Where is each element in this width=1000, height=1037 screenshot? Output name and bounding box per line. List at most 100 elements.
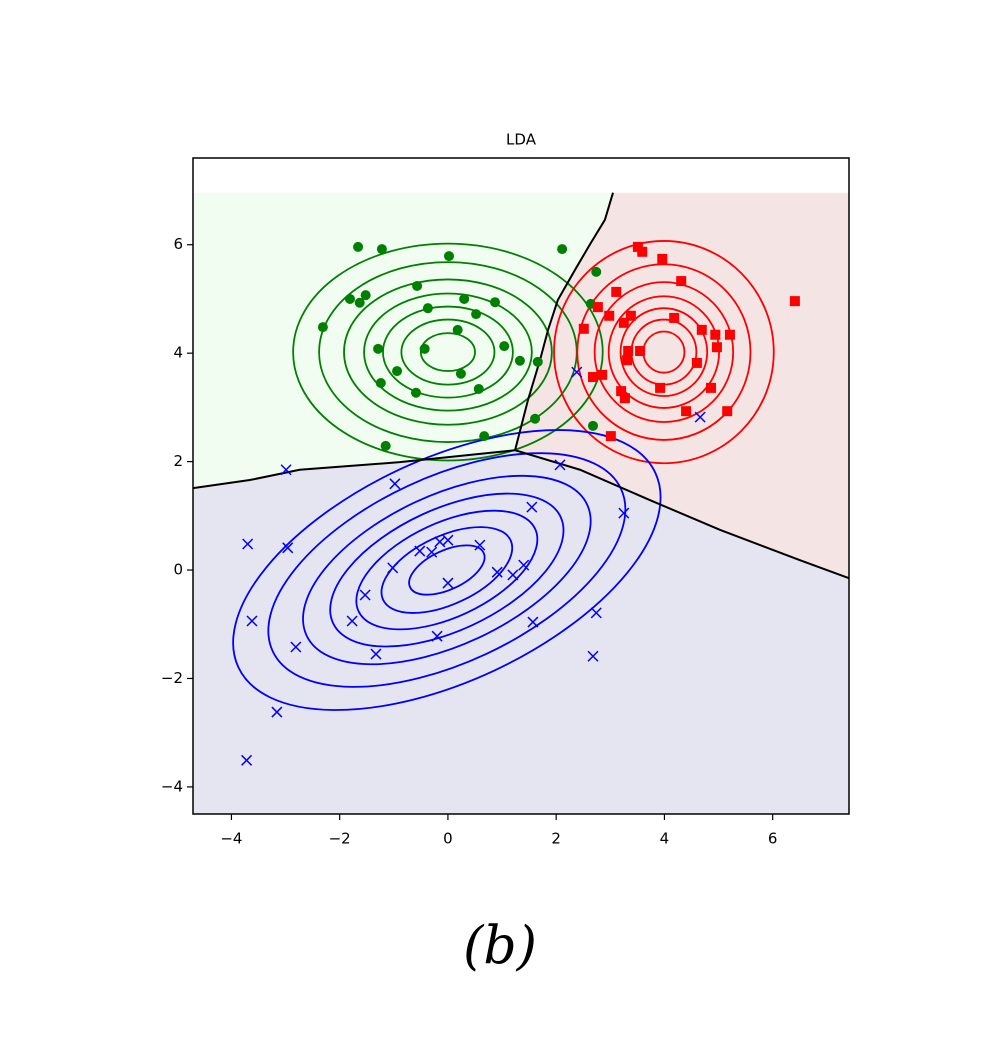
point bbox=[444, 251, 455, 262]
point bbox=[353, 241, 364, 252]
contour bbox=[408, 544, 486, 596]
point bbox=[657, 253, 668, 264]
point bbox=[474, 539, 486, 551]
point bbox=[530, 413, 541, 424]
decision-region bbox=[515, 192, 849, 579]
point bbox=[676, 276, 687, 287]
point bbox=[290, 641, 302, 653]
point bbox=[514, 355, 525, 366]
point bbox=[389, 478, 401, 490]
x-tick-label: 4 bbox=[660, 830, 670, 848]
point bbox=[571, 366, 583, 378]
contour bbox=[329, 492, 565, 648]
point bbox=[611, 286, 622, 297]
contour bbox=[267, 452, 627, 688]
point bbox=[696, 324, 707, 335]
point bbox=[591, 266, 602, 277]
point bbox=[669, 312, 680, 323]
point bbox=[344, 293, 355, 304]
x-tick-label: 2 bbox=[551, 830, 561, 848]
point bbox=[604, 310, 615, 321]
point bbox=[375, 377, 386, 388]
x-tick-label: 0 bbox=[443, 830, 453, 848]
point bbox=[490, 297, 501, 308]
x-tick-label: −4 bbox=[220, 830, 242, 848]
point bbox=[491, 566, 503, 578]
decision-boundary bbox=[514, 192, 614, 451]
decision-boundary bbox=[193, 449, 516, 490]
point bbox=[455, 368, 466, 379]
point bbox=[426, 546, 438, 558]
point bbox=[592, 302, 603, 313]
point bbox=[499, 341, 510, 352]
point bbox=[587, 420, 598, 431]
decision-boundary bbox=[514, 449, 849, 580]
point bbox=[317, 322, 328, 333]
point bbox=[354, 297, 365, 308]
x-tick-label: −2 bbox=[329, 830, 351, 848]
contour bbox=[593, 281, 735, 423]
point bbox=[694, 411, 706, 423]
y-tick-label: 6 bbox=[173, 235, 183, 253]
point bbox=[280, 464, 292, 476]
point bbox=[242, 538, 254, 550]
contour bbox=[553, 240, 775, 465]
point bbox=[376, 244, 387, 255]
point bbox=[410, 387, 421, 398]
point bbox=[373, 343, 384, 354]
point bbox=[431, 630, 443, 642]
point bbox=[392, 366, 403, 377]
point bbox=[618, 317, 629, 328]
point bbox=[419, 343, 430, 354]
point bbox=[637, 246, 648, 257]
point bbox=[532, 356, 543, 367]
point bbox=[282, 542, 294, 554]
plot bbox=[193, 192, 849, 814]
point bbox=[710, 329, 721, 340]
y-tick-label: 0 bbox=[173, 561, 183, 579]
point bbox=[479, 431, 490, 442]
point bbox=[526, 501, 538, 513]
contour bbox=[343, 278, 553, 426]
point bbox=[625, 310, 636, 321]
point bbox=[246, 615, 258, 627]
point bbox=[370, 648, 382, 660]
point bbox=[412, 280, 423, 291]
point bbox=[616, 386, 627, 397]
point bbox=[590, 607, 602, 619]
point bbox=[442, 577, 454, 589]
y-tick-label: 2 bbox=[173, 452, 183, 470]
point bbox=[623, 346, 634, 357]
point bbox=[271, 706, 283, 718]
point bbox=[597, 369, 608, 380]
point bbox=[705, 382, 716, 393]
y-tick-label: −4 bbox=[161, 777, 183, 795]
point bbox=[724, 329, 735, 340]
point bbox=[346, 615, 358, 627]
contour bbox=[363, 292, 533, 412]
point bbox=[722, 406, 733, 417]
x-tick-label: 6 bbox=[768, 830, 778, 848]
point bbox=[507, 569, 519, 581]
point bbox=[518, 559, 530, 571]
point bbox=[655, 382, 666, 393]
contour bbox=[382, 305, 514, 399]
y-tick-label: −2 bbox=[161, 669, 183, 687]
point bbox=[473, 383, 484, 394]
point bbox=[452, 324, 463, 335]
point bbox=[360, 290, 371, 301]
contour bbox=[380, 526, 514, 614]
point bbox=[471, 309, 482, 320]
point bbox=[587, 372, 598, 383]
contour bbox=[400, 318, 496, 386]
point bbox=[557, 244, 568, 255]
point bbox=[380, 440, 391, 451]
point bbox=[442, 534, 454, 546]
point bbox=[414, 545, 426, 557]
point bbox=[359, 589, 371, 601]
point bbox=[241, 754, 253, 766]
point bbox=[691, 357, 702, 368]
decision-region bbox=[193, 192, 614, 489]
contour bbox=[576, 263, 752, 441]
point bbox=[422, 303, 433, 314]
